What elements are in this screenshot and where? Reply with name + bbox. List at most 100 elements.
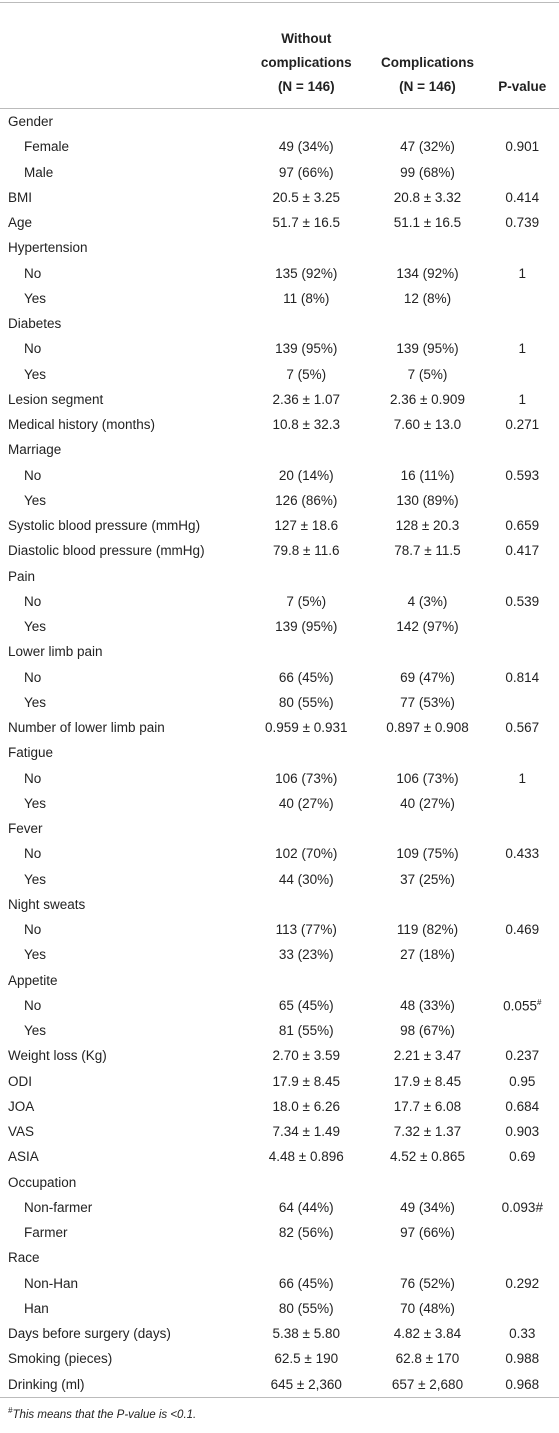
p-value-mark: # [536,997,542,1007]
table-row: No 102 (70%) 109 (75%) 0.433 [0,841,559,866]
table-row: JOA 18.0 ± 6.26 17.7 ± 6.08 0.684 [0,1094,559,1119]
table-row: Yes 40 (27%) 40 (27%) [0,791,559,816]
value-cell: 2.21 ± 3.47 [393,1048,462,1064]
table-row: Yes 7 (5%) 7 (5%) [0,362,559,387]
value-cell: 139 (95%) [396,341,459,357]
value-cell: 0.271 [505,417,540,433]
data-table: Without complications (N = 146) Complicatio… [0,2,559,1398]
value-cell: 0.055# [486,993,559,1018]
table-row: Weight loss (Kg) 2.70 ± 3.59 2.21 ± 3.47 0.… [0,1043,559,1068]
value-cell [243,892,369,917]
table-row: Pain [0,564,559,589]
value-cell: 18.0 ± 6.26 [272,1098,340,1114]
value-cell: 0.739 [505,215,540,231]
table-row: Female 49 (34%) 47 (32%) 0.901 [0,134,559,159]
table-row: No 65 (45%) 48 (33%) 0.055# [0,993,559,1018]
header-cell: Complications (N = 146) [369,2,486,109]
row-label: Farmer [24,1225,68,1241]
value-cell: 4.82 ± 3.84 [393,1326,462,1342]
row-label: ODI [8,1073,33,1089]
value-cell [486,235,559,260]
value-cell: 66 (45%) [278,1275,334,1291]
value-cell: 37 (25%) [400,871,455,887]
value-cell: 62.5 ± 190 [274,1351,339,1367]
table-body: Gender Female 49 (34%) 47 (32%) 0.901 Male 97 … [0,109,559,1398]
value-cell [486,488,559,513]
row-label: Diabetes [8,316,62,332]
footnote: #This means that the P-value is <0.1. [0,1398,559,1421]
table-row: Diabetes [0,311,559,336]
value-cell: 0.567 [505,720,540,736]
value-cell: 4.48 ± 0.896 [268,1149,344,1165]
value-cell: 130 (89%) [396,492,459,508]
table-row: Gender [0,109,559,135]
value-cell: 134 (92%) [396,265,459,281]
header-cell: Without complications (N = 146) [243,2,370,109]
row-label: No [24,997,42,1013]
value-cell: 17.9 ± 8.45 [393,1073,462,1089]
value-cell: 65 (45%) [278,997,334,1013]
value-cell [369,816,485,841]
value-cell [486,892,559,917]
footnote-mark: # [8,1405,13,1415]
value-cell: 106 (73%) [396,770,459,786]
value-cell: 10.8 ± 32.3 [272,417,340,433]
value-cell: 79.8 ± 11.6 [273,543,340,559]
table-row: Diastolic blood pressure (mmHg) 79.8 ± 11… [0,538,559,563]
value-cell: 7 (5%) [286,593,327,609]
table-row: Yes 139 (95%) 142 (97%) [0,614,559,639]
header-line: (N = 146) [399,79,456,94]
table-row: Occupation [0,1170,559,1195]
table-row: Smoking (pieces) 62.5 ± 190 62.8 ± 170 0.98… [0,1346,559,1371]
row-label: VAS [8,1124,35,1140]
table-row: Han 80 (55%) 70 (48%) [0,1296,559,1321]
header-line: (N = 146) [277,79,335,94]
table-row: Systolic blood pressure (mmHg) 127 ± 18.6… [0,513,559,538]
value-cell: 11 (8%) [283,290,330,306]
row-label: Female [24,139,70,155]
row-label: Age [8,215,33,231]
row-label: No [24,846,42,862]
value-cell [369,235,485,260]
value-cell: 7.34 ± 1.49 [272,1124,340,1140]
p-value: 0.055 [503,998,537,1014]
value-cell: 0.093# [501,1199,543,1215]
table-row: Night sweats [0,892,559,917]
table-row: No 113 (77%) 119 (82%) 0.469 [0,917,559,942]
value-cell: 64 (44%) [278,1199,334,1215]
row-label: Yes [24,795,47,811]
value-cell [243,311,369,336]
value-cell [243,968,369,993]
row-label: No [24,593,42,609]
row-label: BMI [8,189,33,205]
value-cell: 20 (14%) [278,467,334,483]
table-row: Lesion segment 2.36 ± 1.07 2.36 ± 0.909 1 [0,387,559,412]
value-cell: 0.292 [505,1275,540,1291]
value-cell: 99 (68%) [400,164,455,180]
value-cell [243,235,369,260]
header-cell: P-value [485,2,559,109]
value-cell: 66 (45%) [278,669,334,685]
value-cell: 0.593 [505,467,540,483]
value-cell [486,1296,559,1321]
row-label: Diastolic blood pressure (mmHg) [8,543,205,559]
value-cell: 62.8 ± 170 [395,1351,460,1367]
value-cell: 128 ± 20.3 [395,518,460,534]
row-label: Marriage [8,442,62,458]
table-row: No 20 (14%) 16 (11%) 0.593 [0,463,559,488]
value-cell: 17.7 ± 6.08 [393,1098,462,1114]
value-cell [369,740,485,765]
value-cell: 82 (56%) [278,1225,334,1241]
value-cell: 4.52 ± 0.865 [389,1149,465,1165]
value-cell: 0.33 [509,1326,536,1342]
row-label: Appetite [8,972,58,988]
value-cell: 49 (34%) [400,1199,455,1215]
row-label: Systolic blood pressure (mmHg) [8,518,201,534]
value-cell: 70 (48%) [400,1300,455,1316]
table-row: Drinking (ml) 645 ± 2,360 657 ± 2,680 0.968 [0,1371,559,1398]
row-label: Lesion segment [8,391,104,407]
value-cell: 98 (67%) [400,1023,455,1039]
value-cell: 0.903 [505,1124,540,1140]
table-row: Yes 33 (23%) 27 (18%) [0,942,559,967]
